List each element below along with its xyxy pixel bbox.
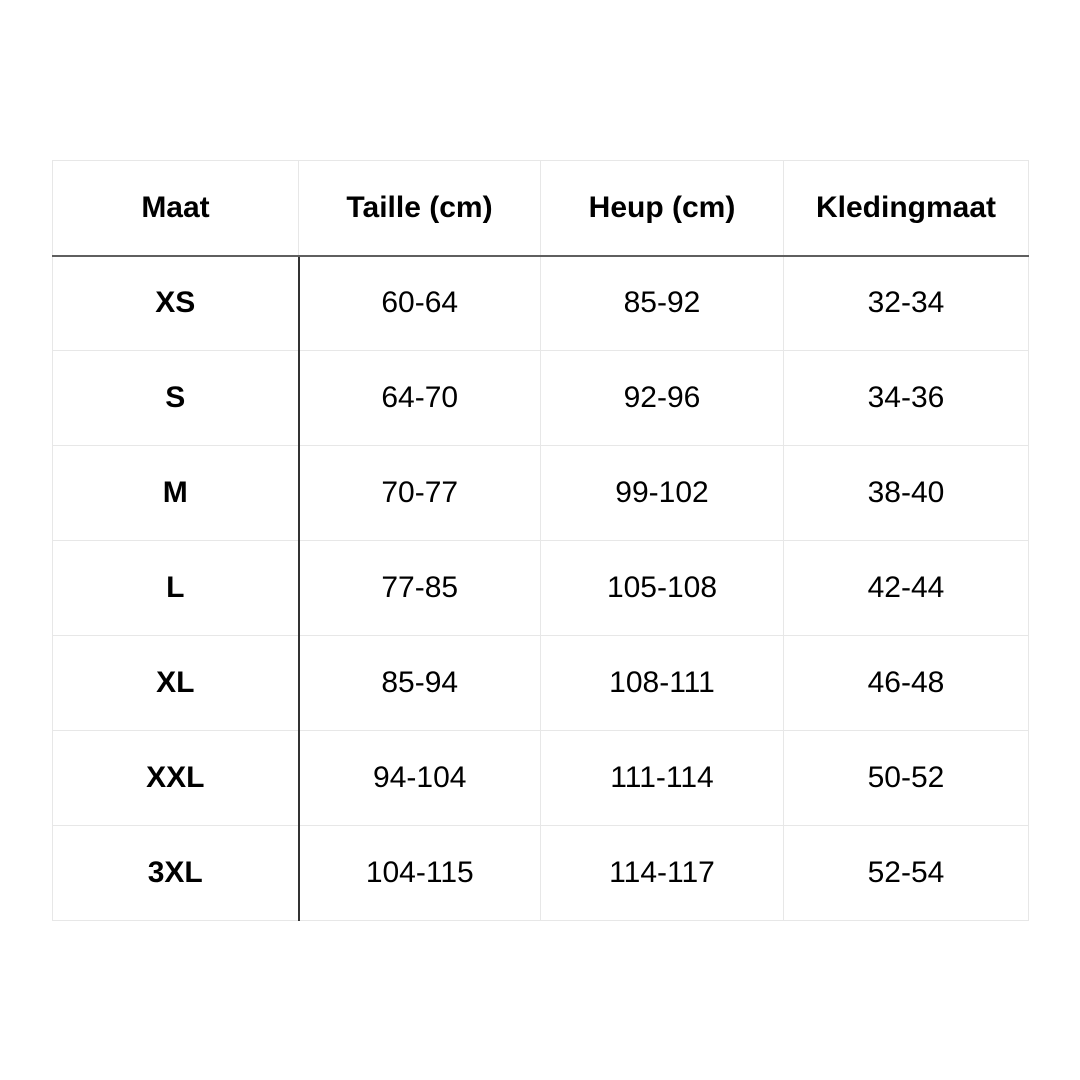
cell-kledingmaat: 50-52 [783,730,1029,826]
size-chart: Maat Taille (cm) Heup (cm) Kledingmaat X… [52,160,1029,921]
header-row: Maat Taille (cm) Heup (cm) Kledingmaat [52,160,1029,257]
cell-taille: 94-104 [298,730,541,826]
cell-heup: 85-92 [540,255,784,351]
cell-taille: 77-85 [298,540,541,636]
column-header-kledingmaat: Kledingmaat [783,160,1029,257]
column-header-heup: Heup (cm) [540,160,784,257]
cell-kledingmaat: 46-48 [783,635,1029,731]
cell-maat: XS [52,255,300,351]
table-row: XL 85-94 108-111 46-48 [52,635,1029,731]
cell-kledingmaat: 34-36 [783,350,1029,446]
cell-heup: 114-117 [540,825,784,921]
cell-maat: M [52,445,300,541]
cell-heup: 108-111 [540,635,784,731]
cell-taille: 104-115 [298,825,541,921]
table-row: XXL 94-104 111-114 50-52 [52,730,1029,826]
cell-heup: 92-96 [540,350,784,446]
cell-maat: XXL [52,730,300,826]
cell-kledingmaat: 38-40 [783,445,1029,541]
table-row: L 77-85 105-108 42-44 [52,540,1029,636]
table-row: XS 60-64 85-92 32-34 [52,255,1029,351]
cell-heup: 99-102 [540,445,784,541]
cell-maat: 3XL [52,825,300,921]
cell-taille: 64-70 [298,350,541,446]
cell-taille: 60-64 [298,255,541,351]
table-body: XS 60-64 85-92 32-34 S 64-70 92-96 34-36… [52,255,1029,921]
table-row: M 70-77 99-102 38-40 [52,445,1029,541]
table-row: 3XL 104-115 114-117 52-54 [52,825,1029,921]
size-chart-table: Maat Taille (cm) Heup (cm) Kledingmaat X… [52,160,1029,921]
column-header-maat: Maat [52,160,299,257]
column-header-taille: Taille (cm) [298,160,541,257]
cell-heup: 111-114 [540,730,784,826]
cell-heup: 105-108 [540,540,784,636]
cell-kledingmaat: 52-54 [783,825,1029,921]
cell-kledingmaat: 42-44 [783,540,1029,636]
table-row: S 64-70 92-96 34-36 [52,350,1029,446]
cell-maat: XL [52,635,300,731]
table-header: Maat Taille (cm) Heup (cm) Kledingmaat [52,160,1029,257]
cell-maat: S [52,350,300,446]
cell-maat: L [52,540,300,636]
cell-taille: 85-94 [298,635,541,731]
cell-taille: 70-77 [298,445,541,541]
cell-kledingmaat: 32-34 [783,255,1029,351]
